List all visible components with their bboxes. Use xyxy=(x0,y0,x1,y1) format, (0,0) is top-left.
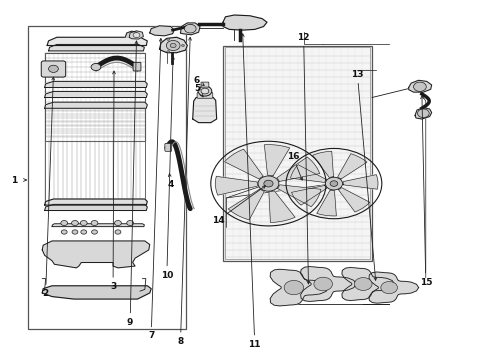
Polygon shape xyxy=(265,145,290,176)
Polygon shape xyxy=(52,224,145,226)
Polygon shape xyxy=(292,185,327,205)
Circle shape xyxy=(91,221,98,226)
FancyBboxPatch shape xyxy=(201,82,209,87)
Circle shape xyxy=(80,221,87,226)
Polygon shape xyxy=(278,185,321,207)
Polygon shape xyxy=(270,269,329,306)
Circle shape xyxy=(258,176,279,191)
Polygon shape xyxy=(42,241,150,268)
Polygon shape xyxy=(45,91,147,98)
Polygon shape xyxy=(47,37,147,45)
Polygon shape xyxy=(45,102,147,108)
Polygon shape xyxy=(313,151,334,177)
Text: 1: 1 xyxy=(11,176,17,185)
Bar xyxy=(223,45,372,261)
Text: 2: 2 xyxy=(43,289,49,298)
Circle shape xyxy=(115,221,122,226)
Polygon shape xyxy=(301,267,356,301)
Polygon shape xyxy=(409,80,432,92)
Polygon shape xyxy=(228,189,264,220)
Circle shape xyxy=(170,43,176,48)
Circle shape xyxy=(167,51,170,53)
Text: 3: 3 xyxy=(110,282,116,291)
Circle shape xyxy=(354,278,372,291)
Polygon shape xyxy=(277,157,319,181)
Circle shape xyxy=(381,282,397,294)
Text: 11: 11 xyxy=(248,340,261,349)
FancyBboxPatch shape xyxy=(165,143,172,151)
Circle shape xyxy=(314,277,332,291)
Circle shape xyxy=(92,230,98,234)
FancyBboxPatch shape xyxy=(133,62,141,71)
Polygon shape xyxy=(216,176,257,195)
Polygon shape xyxy=(223,15,267,30)
Circle shape xyxy=(284,280,304,295)
Polygon shape xyxy=(224,149,263,179)
Circle shape xyxy=(61,221,68,226)
Text: 8: 8 xyxy=(177,337,184,346)
Polygon shape xyxy=(180,23,200,35)
Polygon shape xyxy=(42,286,151,299)
Text: 14: 14 xyxy=(212,216,224,225)
Circle shape xyxy=(414,82,426,91)
Polygon shape xyxy=(45,81,147,87)
Polygon shape xyxy=(338,154,367,179)
Polygon shape xyxy=(339,188,370,212)
Text: 15: 15 xyxy=(419,278,432,287)
Circle shape xyxy=(264,180,273,187)
Bar xyxy=(45,141,145,203)
Circle shape xyxy=(184,24,196,33)
Polygon shape xyxy=(45,204,147,211)
Circle shape xyxy=(72,230,78,234)
FancyBboxPatch shape xyxy=(197,93,213,98)
Circle shape xyxy=(72,221,78,226)
Polygon shape xyxy=(193,98,217,123)
Polygon shape xyxy=(159,37,187,53)
Text: 16: 16 xyxy=(287,152,299,161)
Polygon shape xyxy=(150,26,174,36)
Circle shape xyxy=(91,63,101,71)
Polygon shape xyxy=(125,31,138,37)
Text: 9: 9 xyxy=(127,318,133,327)
Text: 6: 6 xyxy=(194,76,200,85)
Text: 7: 7 xyxy=(148,332,154,341)
FancyBboxPatch shape xyxy=(41,61,66,77)
Polygon shape xyxy=(45,199,147,205)
Circle shape xyxy=(133,33,140,38)
Text: 12: 12 xyxy=(297,33,310,42)
Circle shape xyxy=(167,38,170,40)
Polygon shape xyxy=(269,191,295,222)
Text: 10: 10 xyxy=(161,270,173,279)
Polygon shape xyxy=(342,267,394,301)
Circle shape xyxy=(115,230,121,234)
Polygon shape xyxy=(291,165,326,183)
Circle shape xyxy=(181,44,184,46)
Polygon shape xyxy=(415,108,432,119)
Polygon shape xyxy=(317,190,336,216)
Circle shape xyxy=(201,88,209,94)
Circle shape xyxy=(330,181,338,186)
Circle shape xyxy=(166,41,180,50)
Polygon shape xyxy=(369,272,418,303)
Bar xyxy=(27,26,186,329)
Circle shape xyxy=(81,230,87,234)
Polygon shape xyxy=(343,175,378,189)
Text: 13: 13 xyxy=(351,70,364,79)
Polygon shape xyxy=(49,44,145,51)
Bar xyxy=(45,53,145,140)
Circle shape xyxy=(61,230,67,234)
Circle shape xyxy=(198,86,212,96)
Circle shape xyxy=(49,65,58,72)
Bar xyxy=(225,47,369,259)
Circle shape xyxy=(417,109,429,118)
Text: 4: 4 xyxy=(168,180,174,189)
Circle shape xyxy=(325,177,343,190)
Text: 5: 5 xyxy=(194,84,200,93)
Polygon shape xyxy=(129,31,144,39)
Circle shape xyxy=(127,221,134,226)
